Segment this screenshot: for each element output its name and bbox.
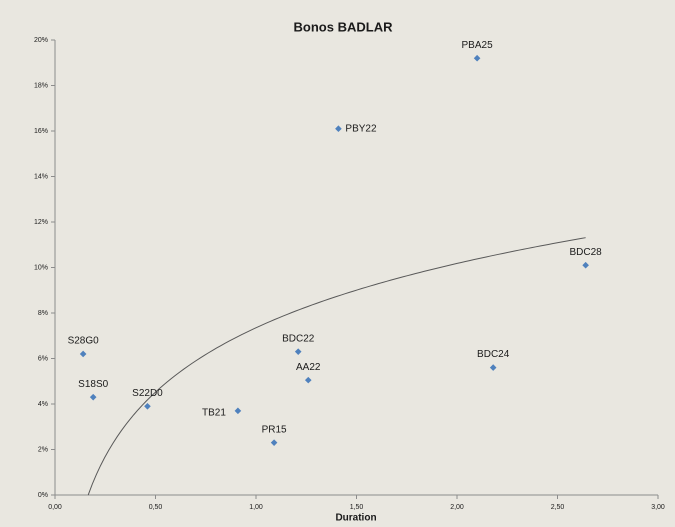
x-tick-label: 1,00: [249, 504, 263, 511]
point-label: BDC24: [477, 349, 510, 360]
y-tick-label: 14%: [34, 173, 48, 180]
point: [79, 350, 87, 358]
x-tick-label: 2,00: [450, 504, 464, 511]
trendline: [87, 237, 586, 496]
y-tick-label: 8%: [38, 310, 48, 317]
point-label: S28G0: [68, 336, 100, 347]
y-tick-label: 12%: [34, 219, 48, 226]
y-tick-label: 6%: [38, 355, 48, 362]
point: [473, 54, 481, 62]
point: [144, 402, 151, 410]
point: [304, 376, 312, 384]
point: [294, 348, 302, 355]
x-tick-label: 3,00: [651, 504, 665, 511]
point-label: PR15: [262, 424, 287, 435]
point: [335, 125, 342, 133]
point-label: TB21: [202, 407, 226, 418]
y-tick-label: 4%: [38, 401, 48, 408]
point: [234, 407, 242, 415]
point: [582, 261, 589, 269]
point-label: S22D0: [132, 388, 163, 399]
chart-title: Bonos BADLAR: [294, 19, 394, 34]
y-tick-label: 10%: [34, 264, 48, 271]
x-tick-label: 0,00: [48, 504, 62, 511]
point-label: AA22: [296, 362, 321, 373]
point-label: PBY22: [345, 123, 377, 134]
x-tick-label: 1,50: [350, 504, 364, 511]
point-label: S18S0: [78, 379, 108, 390]
x-axis-label: Duration: [335, 513, 376, 524]
point-label: BDC28: [570, 247, 603, 258]
point-label: BDC22: [282, 333, 315, 344]
point-label: PBA25: [462, 40, 494, 51]
y-tick-label: 2%: [38, 446, 48, 453]
y-tick-label: 0%: [38, 492, 48, 499]
y-tick-label: 20%: [34, 37, 48, 44]
point: [89, 393, 97, 401]
x-tick-label: 2,50: [551, 504, 565, 511]
y-tick-label: 16%: [34, 128, 48, 135]
y-tick-label: 18%: [34, 82, 48, 89]
x-tick-label: 0,50: [149, 504, 163, 511]
point: [489, 364, 497, 371]
point: [270, 439, 278, 446]
